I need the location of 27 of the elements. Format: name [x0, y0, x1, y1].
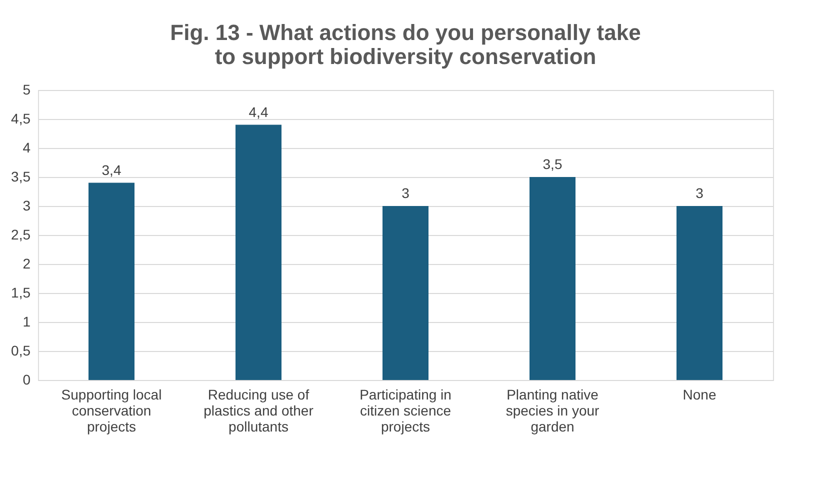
y-tick-label: 1 [22, 314, 31, 330]
y-tick-label: 2,5 [11, 226, 31, 242]
data-label: 3,5 [542, 156, 562, 172]
y-tick-label: 3 [22, 198, 31, 214]
bar [676, 206, 722, 380]
x-tick-label: Supporting local conservation projects [61, 386, 162, 434]
data-label: 3 [696, 185, 704, 201]
y-tick-label: 0,5 [11, 342, 31, 358]
bar [88, 182, 134, 380]
y-tick-label: 2 [22, 256, 31, 272]
bar [382, 206, 428, 380]
data-label: 3 [402, 185, 410, 201]
bar [236, 124, 282, 380]
data-label: 4,4 [248, 104, 268, 120]
y-tick-label: 1,5 [11, 284, 31, 300]
bar [530, 177, 576, 380]
y-tick-label: 3,5 [11, 168, 31, 184]
data-label: 3,4 [102, 162, 122, 178]
chart-title: Fig. 13 - What actions do you personally take to support biodiversity conservation [170, 20, 641, 69]
y-tick-label: 5 [22, 82, 31, 98]
y-tick-label: 0 [22, 372, 31, 388]
y-tick-label: 4 [22, 140, 31, 156]
y-tick-label: 4,5 [11, 110, 31, 126]
x-tick-label: Planting native species in your garden [506, 386, 600, 434]
x-tick-label: Reducing use of plastics and other pollutants [204, 386, 314, 434]
x-tick-label: Participating in citizen science projects [360, 386, 452, 434]
x-tick-label: None [682, 386, 716, 402]
